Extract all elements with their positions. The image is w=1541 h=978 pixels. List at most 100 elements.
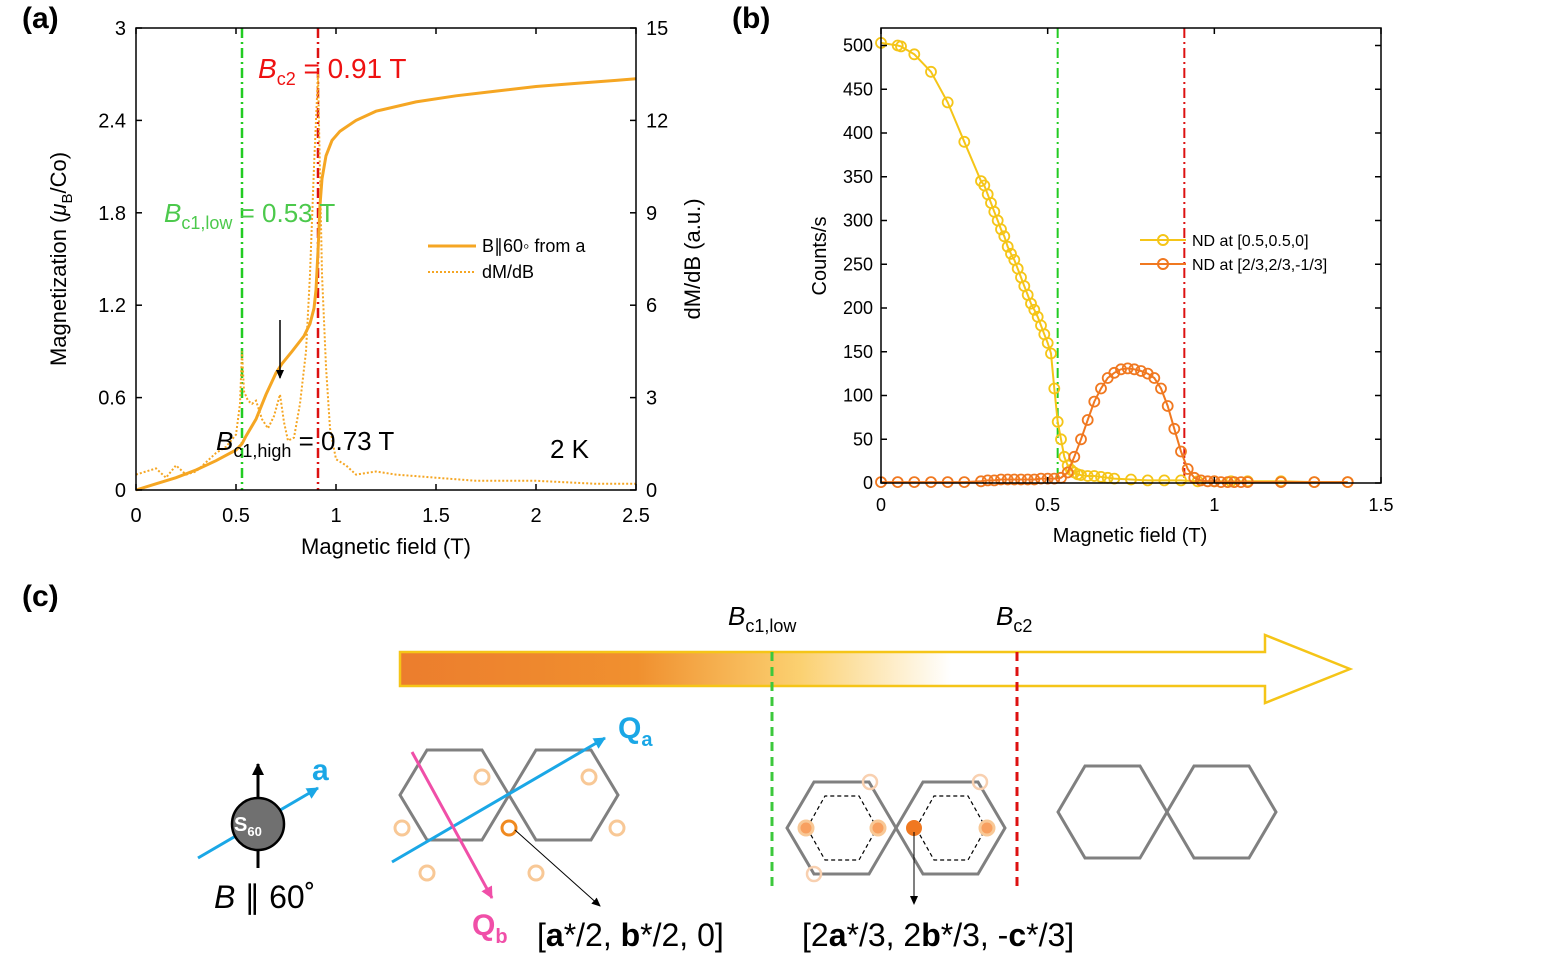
data-point (1095, 382, 1107, 395)
legend-item-nd-third: ND at [2/3,2/3,-1/3] (1192, 257, 1327, 274)
x-tick-label: 1 (330, 505, 341, 527)
data-point (1061, 466, 1074, 479)
data-point (1215, 476, 1227, 489)
data-point (908, 476, 921, 489)
data-point (1121, 362, 1134, 375)
data-point (988, 474, 1001, 487)
qb-label: Qb (472, 909, 508, 948)
data-point (1075, 469, 1087, 482)
spin-s60 (230, 796, 286, 852)
y-tick-label: 450 (843, 79, 873, 99)
data-point (1015, 473, 1027, 486)
data-point (1088, 395, 1101, 408)
series-line-dmdb (135, 74, 636, 485)
arrow-label-bc2: Bc2 (996, 601, 1032, 636)
y-tick-label-right: 12 (646, 110, 668, 132)
arrow-label-bc1low: Bc1,low (728, 601, 797, 636)
series-line-1 (881, 367, 1348, 484)
x-tick-label: 1 (1209, 495, 1219, 515)
legend-item-nd-half: ND at [0.5,0.5,0] (1192, 233, 1309, 250)
data-point (1161, 400, 1174, 412)
peak-marker (978, 819, 996, 837)
data-point (1081, 414, 1094, 426)
y-tick-label-left: 0.6 (98, 388, 126, 410)
data-point (1088, 470, 1101, 482)
data-point (1235, 476, 1247, 489)
qa-arrow (391, 736, 606, 864)
peak-marker (608, 819, 626, 837)
temperature-label: 2 K (550, 434, 590, 464)
y-tick-label-right: 15 (646, 18, 668, 40)
data-point (1108, 366, 1121, 379)
legend-orange-marker (1157, 258, 1169, 270)
data-point (1001, 473, 1014, 486)
data-point (1228, 476, 1241, 489)
y-tick-label: 500 (843, 36, 873, 56)
y-tick-label-right: 9 (646, 203, 657, 225)
data-point (1155, 382, 1167, 395)
x-tick-label: 1.5 (422, 505, 450, 527)
y-tick-label: 150 (843, 342, 873, 362)
y-tick-label: 200 (843, 298, 873, 318)
chart-a-frame (135, 27, 637, 491)
data-point (1048, 382, 1061, 395)
y-tick-label: 350 (843, 167, 873, 187)
lattice-mid-field (785, 780, 1007, 876)
data-point (895, 40, 907, 53)
peak-marker (418, 864, 436, 882)
y-tick-label-left: 1.2 (98, 295, 126, 317)
chart-b-frame (880, 27, 1382, 484)
peak-marker (861, 773, 879, 791)
x-tick-label: 0 (876, 495, 886, 515)
y-tick-label: 0 (863, 473, 873, 493)
hexagon (1056, 764, 1169, 860)
data-point (1168, 422, 1181, 435)
q1-pointer (514, 829, 601, 907)
y-tick-label: 300 (843, 211, 873, 231)
qb-arrow (410, 751, 494, 899)
y-tick-label: 400 (843, 123, 873, 143)
data-point (1068, 450, 1081, 463)
q-third-peaks (797, 773, 996, 883)
data-point (1095, 470, 1107, 483)
data-point (925, 476, 937, 489)
data-point (1005, 247, 1017, 260)
data-point (1075, 433, 1087, 446)
hexagon (894, 780, 1007, 876)
field-condition-label: B ∥ 60˚ (214, 879, 315, 915)
data-point (1135, 365, 1147, 377)
inner-hexagon (806, 795, 878, 861)
y-tick-label-right: 0 (646, 480, 657, 502)
data-point (908, 48, 921, 61)
y-tick-label-left: 0 (115, 480, 126, 502)
peak-marker (473, 768, 491, 786)
data-point (925, 65, 937, 78)
data-point (1175, 445, 1187, 458)
peak-marker (797, 819, 815, 837)
data-point (975, 475, 987, 488)
panel-a-label: (a) (22, 2, 59, 35)
chart-a-xlabel: Magnetic field (T) (301, 534, 471, 559)
chart-a-ylabel-left: Magnetization (μB/Co) (46, 152, 76, 366)
y-tick-label: 250 (843, 254, 873, 274)
a-axis-label: a (312, 754, 329, 787)
data-point (1045, 347, 1057, 360)
inner-hexagon (915, 795, 987, 861)
data-point (995, 223, 1007, 236)
panel-c-label: (c) (22, 580, 59, 613)
data-point (1008, 473, 1021, 486)
hexagon (1165, 764, 1278, 860)
data-point (1125, 473, 1137, 486)
chart-a: 0 0.5 1 1.5 2 2.5 0 0.6 1.2 1.8 2.4 3 0 3 6 9 12 15 Magne… (46, 18, 705, 559)
legend-item-dmdb: dM/dB (482, 262, 534, 282)
peak-marker-center (500, 819, 518, 837)
spin-s60-label: S60 (234, 814, 262, 839)
data-point (941, 476, 954, 489)
peak-marker (805, 865, 823, 883)
peak-marker (527, 864, 545, 882)
x-tick-label: 0.5 (1035, 495, 1060, 515)
data-point (1055, 433, 1067, 446)
data-point (891, 476, 904, 489)
data-point (1141, 474, 1154, 487)
data-point (958, 135, 971, 148)
